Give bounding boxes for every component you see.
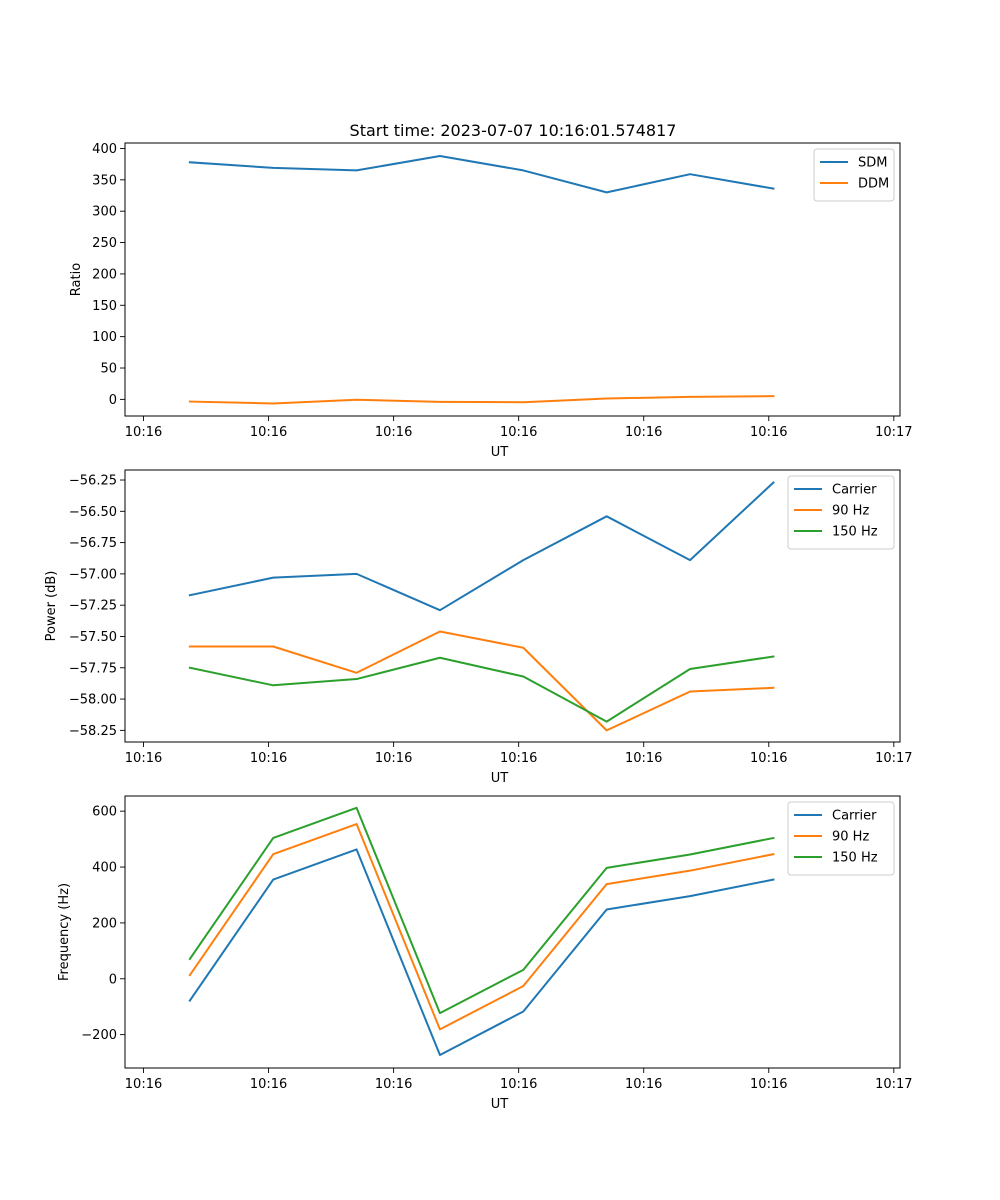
series-line-ddm [188, 395, 775, 405]
legend-label: 150 Hz [832, 851, 878, 866]
y-tick-label: 400 [92, 861, 117, 876]
x-tick-label: 10:16 [250, 425, 287, 440]
x-tick-label: 10:16 [625, 751, 662, 766]
axes-frame [124, 795, 901, 1069]
x-tick-label: 10:17 [875, 1077, 912, 1092]
x-tick-label: 10:16 [625, 1077, 662, 1092]
legend: SDM DDM [813, 148, 895, 202]
x-tick-label: 10:17 [875, 425, 912, 440]
x-tick-label: 10:16 [125, 1077, 162, 1092]
y-tick-label: −58.25 [69, 724, 117, 739]
x-tick-label: 10:16 [250, 751, 287, 766]
series-line-carrier [188, 481, 775, 612]
legend-label: 90 Hz [832, 504, 869, 519]
y-tick-label: 300 [92, 205, 117, 220]
x-tick-label: 10:16 [375, 751, 412, 766]
y-tick-label: 50 [100, 362, 117, 377]
y-tick-label: −56.25 [69, 474, 117, 489]
legend-label: Carrier [832, 483, 877, 498]
legend: Carrier 90 Hz 150 Hz [787, 801, 895, 876]
y-tick-label: −56.75 [69, 536, 117, 551]
y-tick-label: −57.25 [69, 599, 117, 614]
x-tick-label: 10:16 [750, 1077, 787, 1092]
x-tick-label: 10:16 [250, 1077, 287, 1092]
x-tick-label: 10:17 [875, 751, 912, 766]
chart-panel-2: 10:16 10:16 10:16 10:16 10:16 10:16 10:17 −58.2… [44, 469, 913, 786]
y-tick-label: −57.50 [69, 630, 117, 645]
x-axis-label: UT [491, 1097, 509, 1112]
axes-frame [124, 142, 901, 417]
legend-label: DDM [858, 177, 889, 192]
legend-label: 150 Hz [832, 525, 878, 540]
y-tick-label: 250 [92, 236, 117, 251]
series-line-sdm [188, 154, 775, 194]
y-tick-label: −58.00 [69, 693, 117, 708]
x-tick-label: 10:16 [625, 425, 662, 440]
series-line-carrier [188, 848, 775, 1057]
x-tick-label: 10:16 [375, 425, 412, 440]
chart-panel-1: 10:16 10:16 10:16 10:16 10:16 10:16 10:17 0 50 10… [69, 142, 913, 460]
y-tick-label: −56.50 [69, 505, 117, 520]
x-tick-label: 10:16 [750, 425, 787, 440]
x-tick-label: 10:16 [500, 425, 537, 440]
series-line-90-hz [188, 823, 775, 1031]
y-tick-label: −57.00 [69, 567, 117, 582]
y-axis-label: Ratio [69, 263, 84, 296]
chart-panel-3: 10:16 10:16 10:16 10:16 10:16 10:16 10:17 −200 0… [57, 795, 913, 1112]
x-tick-label: 10:16 [125, 751, 162, 766]
x-tick-label: 10:16 [500, 751, 537, 766]
y-tick-label: 400 [92, 142, 117, 157]
y-tick-label: 600 [92, 805, 117, 820]
series-line-150-hz [188, 806, 775, 1015]
x-tick-label: 10:16 [500, 1077, 537, 1092]
panels: 10:16 10:16 10:16 10:16 10:16 10:16 10:17 0 50 10… [44, 142, 913, 1112]
legend-label: 90 Hz [832, 830, 869, 845]
y-axis-label: Power (dB) [44, 571, 59, 642]
y-tick-label: 150 [92, 299, 117, 314]
y-tick-label: 100 [92, 330, 117, 345]
x-tick-label: 10:16 [125, 425, 162, 440]
legend-label: SDM [858, 156, 887, 171]
figure-title: Start time: 2023-07-07 10:16:01.574817 [350, 121, 677, 140]
y-tick-label: 350 [92, 173, 117, 188]
legend: Carrier 90 Hz 150 Hz [787, 475, 895, 550]
y-tick-label: −200 [81, 1028, 117, 1043]
x-axis-label: UT [491, 445, 509, 460]
axes-frame [124, 469, 901, 743]
series-line-90-hz [188, 630, 775, 732]
y-tick-label: 200 [92, 267, 117, 282]
y-axis-label: Frequency (Hz) [57, 883, 72, 981]
legend-label: Carrier [832, 809, 877, 824]
x-tick-label: 10:16 [375, 1077, 412, 1092]
x-tick-label: 10:16 [750, 751, 787, 766]
y-tick-label: 0 [109, 972, 117, 987]
y-tick-label: 0 [109, 393, 117, 408]
y-tick-label: 200 [92, 916, 117, 931]
x-axis-label: UT [491, 771, 509, 786]
y-tick-label: −57.75 [69, 661, 117, 676]
series-line-150-hz [188, 655, 775, 723]
